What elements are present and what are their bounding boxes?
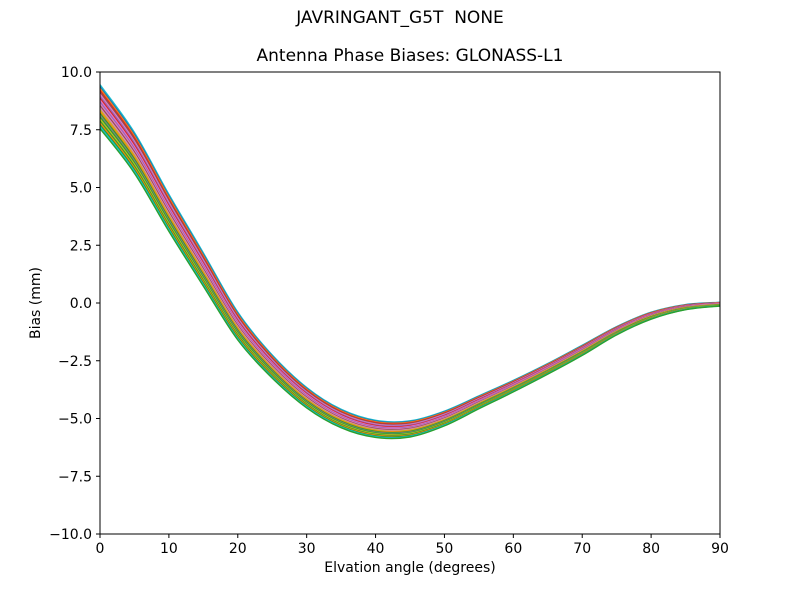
bias-curve — [100, 122, 720, 438]
x-tick-label: 90 — [711, 541, 729, 557]
bias-curve — [100, 110, 720, 433]
y-tick-label: 2.5 — [70, 238, 92, 254]
x-tick-label: 80 — [642, 541, 660, 557]
x-tick-label: 10 — [160, 541, 178, 557]
bias-curve — [100, 112, 720, 434]
bias-curve — [100, 118, 720, 436]
x-tick-label: 70 — [573, 541, 591, 557]
x-tick-label: 30 — [298, 541, 316, 557]
x-tick-label: 20 — [229, 541, 247, 557]
x-axis-label: Elvation angle (degrees) — [324, 560, 496, 576]
x-tick-label: 0 — [96, 541, 105, 557]
y-tick-label: −2.5 — [58, 354, 92, 370]
y-tick-label: −5.0 — [58, 412, 92, 428]
bias-curve — [100, 116, 720, 435]
bias-curve — [100, 128, 720, 440]
y-tick-label: 7.5 — [70, 123, 92, 139]
axes-frame — [99, 71, 721, 535]
y-tick-label: 0.0 — [70, 296, 92, 312]
bias-curve — [100, 124, 720, 438]
x-tick-label: 60 — [504, 541, 522, 557]
bias-curve — [100, 120, 720, 437]
x-tick-label: 50 — [436, 541, 454, 557]
y-tick-label: 10.0 — [61, 65, 92, 81]
axes-title: Antenna Phase Biases: GLONASS-L1 — [256, 46, 564, 66]
bias-curve — [100, 114, 720, 435]
y-tick-label: −10.0 — [49, 527, 92, 543]
curve-bundle — [100, 84, 720, 440]
y-axis-label-text: Bias (mm) — [28, 266, 44, 340]
bias-curve — [100, 126, 720, 439]
figure-suptitle: JAVRINGANT_G5T NONE — [296, 8, 504, 28]
y-tick-label: −7.5 — [58, 469, 92, 485]
x-tick-label: 40 — [367, 541, 385, 557]
y-tick-label: 5.0 — [70, 181, 92, 197]
